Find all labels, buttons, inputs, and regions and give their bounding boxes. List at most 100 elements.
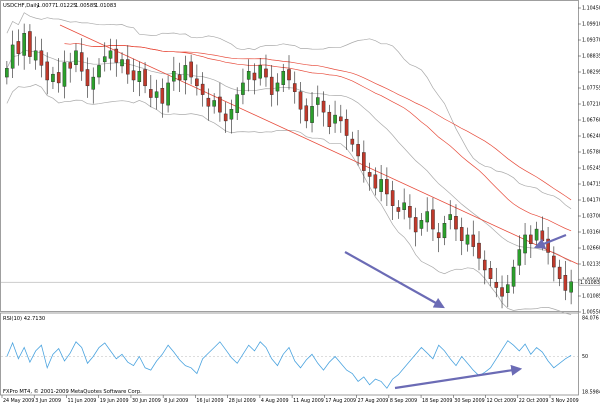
- candle-body: [304, 105, 309, 122]
- candle-body: [108, 50, 113, 59]
- candle-body: [264, 68, 268, 78]
- candle-body: [494, 282, 499, 288]
- candle-body: [540, 230, 545, 241]
- candle-body: [385, 179, 389, 195]
- rsi-header: RSI(10) 42.7130: [3, 316, 45, 322]
- candle-body: [275, 82, 280, 92]
- candle-body: [33, 50, 38, 61]
- candle-body: [442, 223, 447, 239]
- candle-body: [131, 70, 136, 81]
- candle-body: [327, 111, 332, 127]
- ohlc-high: 1.01225: [55, 3, 76, 9]
- candle-body: [390, 190, 395, 206]
- price-tick-label: 1.04715: [582, 182, 600, 188]
- date-tick-label: 3 Jun 2009: [35, 398, 61, 404]
- ohlc-low: 1.00585: [75, 3, 96, 9]
- candle-body: [482, 259, 487, 271]
- upper-band: [6, 12, 572, 210]
- date-tick-label: 30 Sep 2009: [454, 398, 484, 404]
- candle-body: [68, 62, 72, 69]
- candle-body: [149, 89, 153, 98]
- candle-body: [218, 96, 222, 113]
- annotation-arrows: [344, 233, 567, 390]
- candle-body: [160, 87, 165, 104]
- date-tick-label: 11 Jun 2009: [67, 398, 96, 404]
- candle-body: [10, 44, 15, 69]
- candle-body: [454, 216, 458, 230]
- candle-body: [229, 109, 234, 120]
- date-tick-label: 24 May 2009: [3, 398, 34, 404]
- ohlc-close: 1.01083: [95, 3, 116, 9]
- price-tick-label: 1.10450: [582, 6, 600, 12]
- last-price-box: [578, 278, 600, 286]
- price-tick-label: 1.08295: [582, 70, 600, 76]
- rsi-scale-label: 50: [582, 354, 588, 360]
- candle-body: [402, 202, 406, 210]
- candle-body: [183, 65, 188, 81]
- price-tick-label: 1.06760: [582, 118, 600, 124]
- candle-body: [500, 287, 504, 297]
- rsi-line: [6, 340, 572, 389]
- candle-body: [91, 76, 96, 90]
- date-tick-label: 30 Jun 2009: [132, 398, 161, 404]
- moving-averages: [59, 24, 579, 265]
- date-tick-label: 8 Jul 2009: [164, 398, 188, 404]
- candle-body: [333, 114, 337, 124]
- candle-body: [431, 209, 435, 230]
- candle-body: [379, 179, 383, 192]
- candle-body: [459, 227, 464, 241]
- date-tick-label: 11 Aug 2009: [293, 398, 324, 404]
- candle-body: [419, 220, 424, 229]
- candle-body: [126, 59, 130, 75]
- rsi-panel: [0, 312, 579, 396]
- candle-body: [177, 74, 182, 81]
- price-tick-label: 1.04170: [582, 198, 600, 204]
- price-header: USDCHF,Daily: [3, 3, 39, 9]
- candle-body: [200, 83, 205, 95]
- candle-body: [523, 234, 527, 254]
- candle-body: [143, 69, 147, 87]
- date-tick-label: 17 Aug 2009: [325, 398, 356, 404]
- price-panel: [0, 0, 579, 312]
- candle-body: [39, 50, 44, 66]
- candle-body: [269, 76, 274, 95]
- candle-body: [316, 97, 320, 105]
- candle-body: [241, 82, 245, 95]
- price-tick-label: 1.00550: [582, 310, 600, 316]
- candle-body: [28, 31, 32, 57]
- rsi-scale-label: 84.076: [582, 316, 599, 322]
- date-tick-label: 22 Oct 2009: [519, 398, 549, 404]
- price-tick-label: 1.05780: [582, 150, 600, 156]
- date-tick-label: 3 Nov 2009: [551, 398, 579, 404]
- divergence-arrow-price: [344, 251, 445, 309]
- candle-body: [51, 73, 55, 82]
- candle-body: [310, 106, 314, 123]
- candle-body: [298, 91, 303, 110]
- candle-body: [166, 82, 170, 106]
- candle-body: [56, 72, 61, 84]
- candle-body: [367, 172, 372, 177]
- candle-body: [223, 113, 228, 122]
- price-tick-label: 1.08835: [582, 54, 600, 60]
- candle-body: [413, 217, 418, 233]
- candle-body: [235, 94, 239, 113]
- candle-body: [45, 61, 49, 81]
- candle-body: [281, 71, 286, 85]
- price-tick-label: 1.09910: [582, 22, 600, 28]
- candle-body: [517, 249, 522, 266]
- candle-body: [321, 100, 326, 113]
- candle-body: [339, 116, 343, 122]
- candle-body: [172, 71, 176, 82]
- price-tick-label: 1.07210: [582, 102, 600, 108]
- candle-body: [488, 268, 493, 279]
- candle-body: [506, 284, 510, 294]
- ohlc-open: 1.0077: [37, 3, 55, 9]
- date-tick-label: 19 Jun 2009: [100, 398, 129, 404]
- rsi-scale-label: 18.5984: [582, 390, 600, 396]
- candle-body: [79, 52, 84, 72]
- candle-body: [396, 207, 401, 212]
- last-price-label: 1.01083: [580, 280, 600, 286]
- trendline-arrow: [533, 233, 567, 249]
- candle-body: [465, 234, 470, 245]
